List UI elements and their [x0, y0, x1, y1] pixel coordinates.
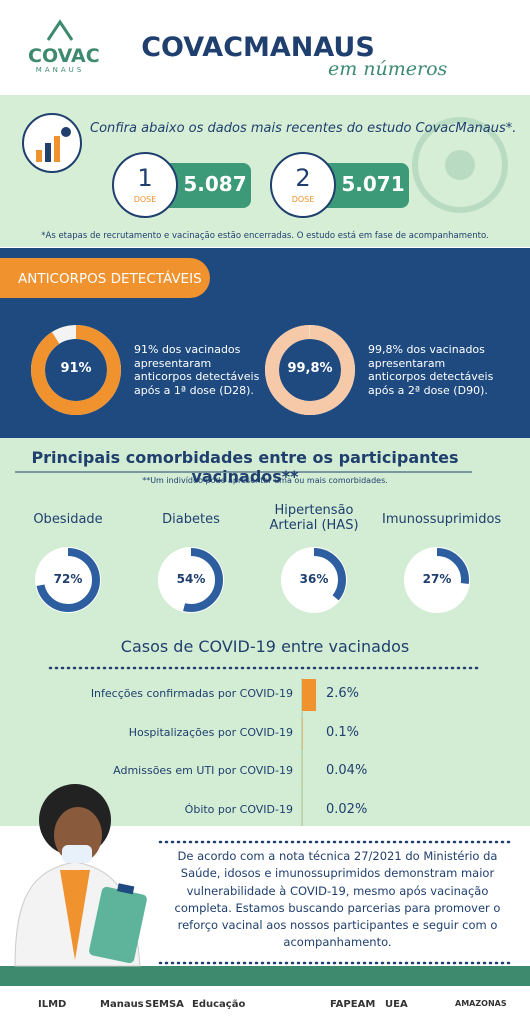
partner-logo: Educação	[192, 999, 246, 1010]
donut-label: 99,8%	[287, 361, 333, 376]
section-title: ANTICORPOS DETECTÁVEIS	[18, 271, 202, 287]
donut-description: 99,8% dos vacinados apresentaram anticor…	[368, 343, 494, 397]
title: COVACMANAUS	[141, 32, 375, 63]
donut-label: 54%	[176, 572, 206, 586]
section-title: Principais comorbidades entre os partici…	[31, 448, 459, 486]
subtitle: em números	[328, 58, 448, 80]
section-title: Casos de COVID-19 entre vacinados	[120, 637, 410, 656]
doctor-illustration	[14, 784, 147, 967]
bar	[302, 717, 303, 750]
virus-decor	[412, 117, 508, 213]
partner-logo: UEA	[385, 999, 408, 1010]
partner-logo: ILMD	[38, 999, 67, 1010]
category-label: Óbito por COVID-19	[184, 802, 293, 816]
logo-text: COVAC	[28, 45, 100, 67]
donut-label: 27%	[422, 572, 452, 586]
footer-band	[0, 966, 530, 986]
donut-bg	[281, 547, 347, 613]
antibody-tab	[0, 258, 210, 298]
donut-description: 91% dos vacinados apresentaram anticorpo…	[134, 343, 260, 397]
donut-arc	[36, 548, 100, 612]
value-label: 2.6%	[326, 686, 360, 701]
donut-arc	[159, 548, 223, 612]
donut-arc	[265, 325, 355, 415]
dose-circle	[270, 152, 336, 218]
value-label: 0.04%	[326, 763, 368, 778]
bar	[302, 679, 317, 711]
category-label: Diabetes	[162, 512, 220, 527]
section-note: **Um indivíduo pode apresentar uma ou ma…	[142, 476, 388, 485]
logo-sub: MANAUS	[35, 66, 85, 74]
dose-number: 1	[137, 164, 153, 192]
donut-bg	[404, 547, 470, 613]
partner-logo: SEMSA	[145, 999, 184, 1010]
intro-panel	[0, 95, 530, 247]
category-label: Hospitalizações por COVID-19	[128, 725, 293, 739]
category-label: Hipertensão Arterial (HAS)	[269, 503, 359, 533]
dose-count: 5.087	[183, 172, 247, 196]
donut-arc	[282, 548, 346, 612]
donut-center	[47, 341, 105, 399]
intro-icon	[22, 113, 82, 173]
partner-logo: Manaus	[100, 999, 144, 1010]
dose-count: 5.071	[341, 172, 405, 196]
footer-text: De acordo com a nota técnica 27/2021 do …	[174, 849, 501, 950]
dose-circle	[112, 152, 178, 218]
donut-bg	[158, 547, 224, 613]
comorbidity-panel	[0, 438, 530, 826]
donut-label: 91%	[60, 361, 92, 376]
donut-label: 72%	[53, 572, 83, 586]
intro-note: *As etapas de recrutamento e vacinação e…	[41, 231, 489, 241]
partner-logo: AMAZONAS	[455, 999, 507, 1008]
dose-label: DOSE	[291, 195, 315, 204]
dose-label: DOSE	[133, 195, 157, 204]
category-label: Admissões em UTI por COVID-19	[113, 764, 293, 777]
partner-logo: FAPEAM	[330, 999, 376, 1010]
donut-arc	[405, 548, 469, 612]
donut-arc	[31, 325, 121, 415]
donut-label: 36%	[299, 572, 329, 586]
value-label: 0.02%	[326, 801, 368, 817]
intro-text: Confira abaixo os dados mais recentes do…	[90, 121, 517, 136]
donut-bg	[35, 547, 101, 613]
category-label: Obesidade	[33, 512, 103, 527]
category-label: Infecções confirmadas por COVID-19	[90, 687, 293, 700]
logo-icon	[46, 19, 74, 41]
category-label: Imunossuprimidos	[382, 512, 502, 527]
dose-number: 2	[295, 164, 311, 192]
donut-center	[281, 341, 339, 399]
value-label: 0.1%	[326, 724, 360, 740]
